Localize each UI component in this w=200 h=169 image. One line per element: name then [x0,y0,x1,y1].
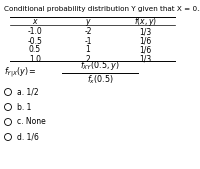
Text: Conditional probability distribution Y given that X = 0.5: Conditional probability distribution Y g… [4,6,200,12]
Text: -0.5: -0.5 [28,37,42,45]
Text: 2: 2 [86,54,90,64]
Text: $f(x, y)$: $f(x, y)$ [134,16,156,29]
Text: -1.0: -1.0 [28,28,42,37]
Text: 1/6: 1/6 [139,37,151,45]
Text: -2: -2 [84,28,92,37]
Text: 1/6: 1/6 [139,45,151,54]
Text: d. 1/6: d. 1/6 [17,132,39,141]
Text: -1: -1 [84,37,92,45]
Text: a. 1/2: a. 1/2 [17,88,39,96]
Text: $x$: $x$ [32,18,38,27]
Text: $f_{XY}(0.5, y)$: $f_{XY}(0.5, y)$ [80,59,120,73]
Text: 1.0: 1.0 [29,54,41,64]
Text: 0.5: 0.5 [29,45,41,54]
Text: c. None: c. None [17,117,46,127]
Text: 1: 1 [86,45,90,54]
Text: $f_x(0.5)$: $f_x(0.5)$ [87,74,113,86]
Text: 1/3: 1/3 [139,28,151,37]
Text: 1/3: 1/3 [139,54,151,64]
Text: $f_{Y|X}(y) =$: $f_{Y|X}(y) =$ [4,66,37,80]
Text: $y$: $y$ [85,17,91,28]
Text: b. 1: b. 1 [17,103,31,112]
